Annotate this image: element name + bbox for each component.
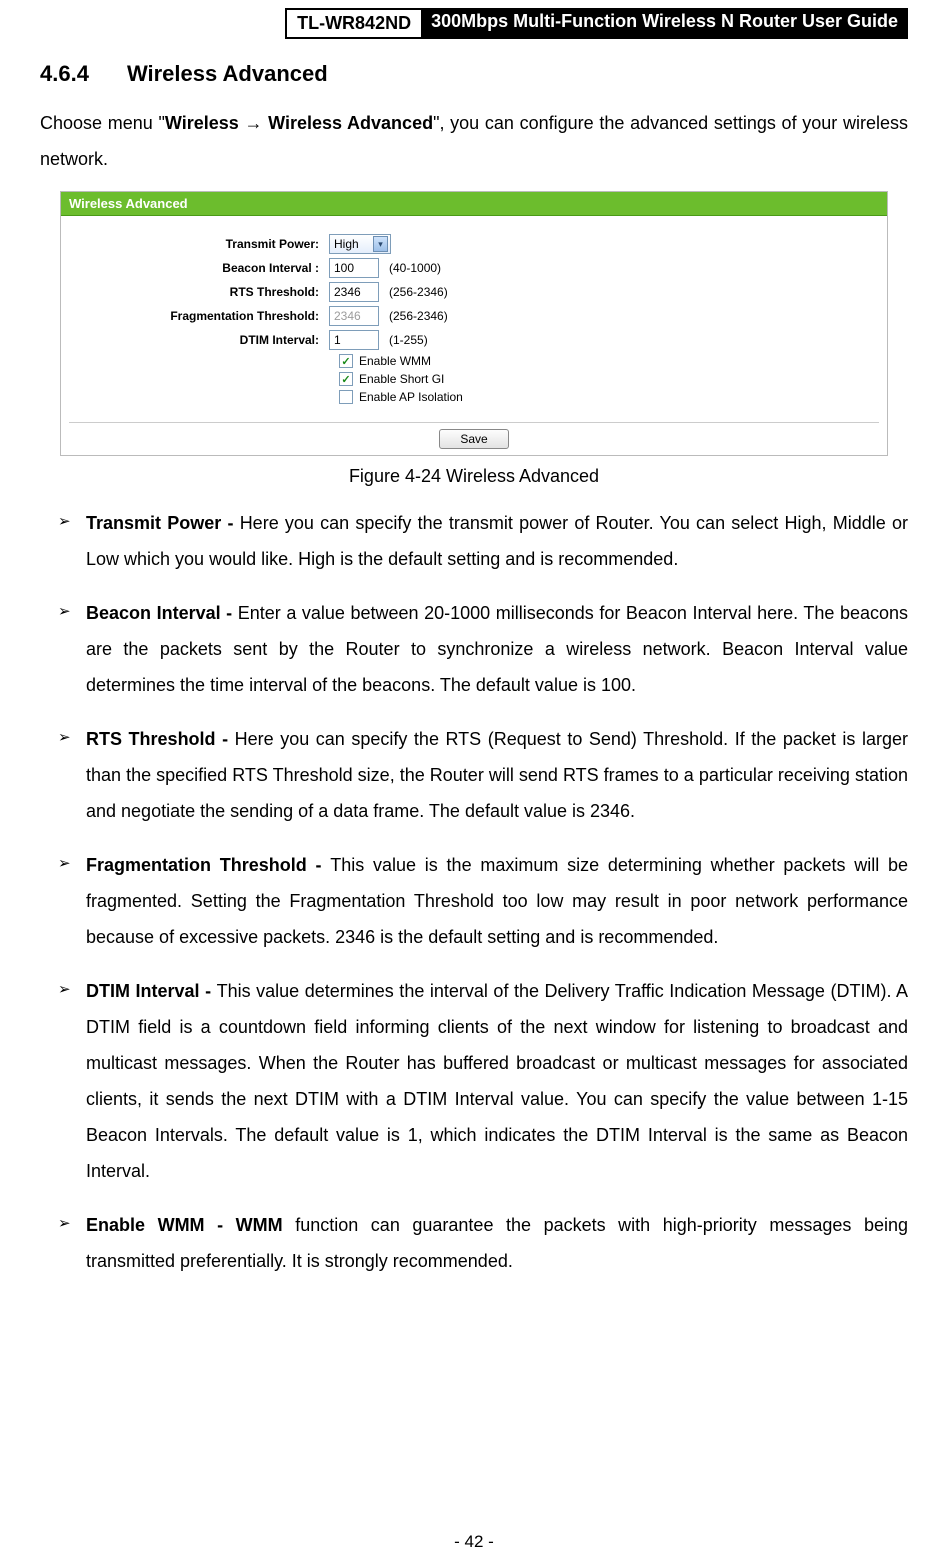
term: Enable WMM - WMM — [86, 1215, 295, 1235]
bullet-enable-wmm: Enable WMM - WMM function can guarantee … — [58, 1207, 908, 1279]
term: Fragmentation Threshold - — [86, 855, 330, 875]
rts-threshold-label: RTS Threshold: — [69, 285, 329, 299]
dtim-interval-input[interactable]: 1 — [329, 330, 379, 350]
transmit-power-label: Transmit Power: — [69, 237, 329, 251]
save-button[interactable]: Save — [439, 429, 508, 449]
section-heading: 4.6.4 Wireless Advanced — [40, 61, 908, 87]
beacon-interval-input[interactable]: 100 — [329, 258, 379, 278]
term: Transmit Power - — [86, 513, 240, 533]
frag-threshold-label: Fragmentation Threshold: — [69, 309, 329, 323]
doc-header: TL-WR842ND 300Mbps Multi-Function Wirele… — [40, 8, 908, 39]
dropdown-icon[interactable]: ▾ — [373, 236, 388, 252]
frag-threshold-input[interactable]: 2346 — [329, 306, 379, 326]
page-number: - 42 - — [0, 1532, 948, 1552]
screenshot-panel: Wireless Advanced Transmit Power: High ▾… — [60, 191, 888, 456]
rts-threshold-input[interactable]: 2346 — [329, 282, 379, 302]
bullet-frag-threshold: Fragmentation Threshold - This value is … — [58, 847, 908, 955]
transmit-power-value: High — [334, 237, 359, 251]
intro-before: Choose menu " — [40, 113, 165, 133]
panel-body: Transmit Power: High ▾ Beacon Interval :… — [61, 216, 887, 455]
term: Beacon Interval - — [86, 603, 238, 623]
enable-short-gi-checkbox[interactable]: ✓ — [339, 372, 353, 386]
dtim-interval-label: DTIM Interval: — [69, 333, 329, 347]
bullet-transmit-power: Transmit Power - Here you can specify th… — [58, 505, 908, 577]
beacon-interval-label: Beacon Interval : — [69, 261, 329, 275]
intro-paragraph: Choose menu "Wireless → Wireless Advance… — [40, 105, 908, 177]
term: DTIM Interval - — [86, 981, 217, 1001]
dtim-interval-hint: (1-255) — [389, 333, 428, 347]
bullet-beacon-interval: Beacon Interval - Enter a value between … — [58, 595, 908, 703]
section-number: 4.6.4 — [40, 61, 89, 87]
enable-ap-isolation-checkbox[interactable] — [339, 390, 353, 404]
term: RTS Threshold - — [86, 729, 235, 749]
enable-wmm-checkbox[interactable]: ✓ — [339, 354, 353, 368]
rts-threshold-hint: (256-2346) — [389, 285, 448, 299]
panel-header: Wireless Advanced — [61, 192, 887, 216]
enable-wmm-label: Enable WMM — [359, 354, 431, 368]
section-title: Wireless Advanced — [127, 61, 328, 86]
enable-ap-isolation-label: Enable AP Isolation — [359, 390, 463, 404]
header-model: TL-WR842ND — [285, 8, 421, 39]
description-list: Transmit Power - Here you can specify th… — [40, 505, 908, 1279]
enable-short-gi-label: Enable Short GI — [359, 372, 444, 386]
intro-menu-path: Wireless → Wireless Advanced — [165, 113, 433, 133]
desc: This value determines the interval of th… — [86, 981, 908, 1181]
bullet-dtim-interval: DTIM Interval - This value determines th… — [58, 973, 908, 1189]
beacon-interval-hint: (40-1000) — [389, 261, 441, 275]
frag-threshold-hint: (256-2346) — [389, 309, 448, 323]
header-title: 300Mbps Multi-Function Wireless N Router… — [421, 8, 908, 39]
figure-caption: Figure 4-24 Wireless Advanced — [40, 466, 908, 487]
transmit-power-select[interactable]: High ▾ — [329, 234, 391, 254]
bullet-rts-threshold: RTS Threshold - Here you can specify the… — [58, 721, 908, 829]
